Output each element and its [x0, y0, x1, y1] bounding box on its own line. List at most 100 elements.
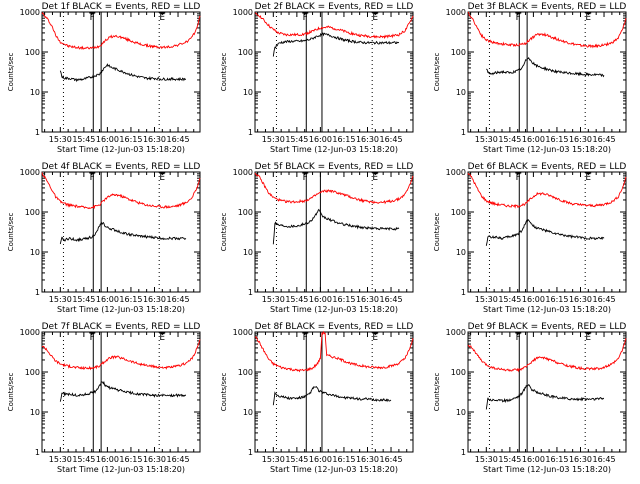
y-axis-label: Counts/sec — [433, 213, 441, 252]
x-tick-label: 16:15 — [332, 295, 355, 304]
x-tick-label: 15:45 — [72, 135, 95, 144]
series-lld-red — [41, 339, 201, 371]
panel-det-3f: Det 3f BLACK = Events, RED = LLD 1 10 100 10… — [433, 2, 627, 154]
marker-f-label: F — [90, 173, 95, 183]
series-lld-red — [467, 172, 627, 209]
marker-f-label: F — [303, 333, 308, 343]
series-lld-red — [41, 172, 201, 210]
x-tick-label: 15:30 — [49, 455, 72, 464]
y-tick-label: 10 — [243, 408, 253, 417]
x-tick-label: 15:30 — [262, 455, 285, 464]
marker-e-label: E — [585, 333, 591, 343]
panel-title: Det 9f BLACK = Events, RED = LLD — [468, 322, 627, 332]
y-tick-label: 1 — [35, 448, 40, 457]
series-lld-red — [467, 338, 627, 373]
x-tick-label: 16:45 — [166, 455, 189, 464]
marker-e-label: E — [372, 173, 378, 183]
x-tick-label: 16:45 — [166, 135, 189, 144]
y-tick-label: 100 — [25, 48, 40, 57]
x-axis-label: Start Time (12-Jun-03 15:18:20) — [483, 305, 611, 314]
marker-f-label: F — [303, 13, 308, 23]
x-tick-label: 16:15 — [332, 135, 355, 144]
x-tick-label: 16:30 — [143, 135, 166, 144]
y-axis-label: Counts/sec — [220, 53, 228, 92]
plot-frame — [467, 11, 627, 133]
plot-frame — [467, 331, 627, 453]
x-tick-label: 16:45 — [379, 295, 402, 304]
series-events-black — [486, 56, 605, 78]
x-tick-label: 16:45 — [166, 295, 189, 304]
series-events-black — [485, 218, 605, 246]
series-lld-red — [467, 11, 627, 49]
panel-title: Det 3f BLACK = Events, RED = LLD — [468, 2, 627, 12]
y-tick-label: 100 — [238, 48, 253, 57]
marker-f-label: F — [516, 333, 521, 343]
marker-e-label: E — [159, 333, 165, 343]
plot-frame — [254, 11, 414, 133]
y-tick-label: 1000 — [233, 328, 253, 337]
plot-frame — [254, 331, 414, 453]
x-tick-label: 16:00 — [309, 295, 332, 304]
x-axis-label: Start Time (12-Jun-03 15:18:20) — [270, 305, 398, 314]
marker-f-label: F — [516, 173, 521, 183]
series-lld-red — [41, 12, 201, 51]
series-lld-red — [254, 330, 414, 373]
y-tick-label: 10 — [456, 248, 466, 257]
marker-f-label: F — [90, 333, 95, 343]
plot-frame — [41, 331, 201, 453]
y-tick-label: 100 — [451, 208, 466, 217]
x-axis-label: Start Time (12-Jun-03 15:18:20) — [270, 145, 398, 154]
series-events-black — [272, 32, 400, 57]
x-tick-label: 16:00 — [96, 455, 119, 464]
y-axis-label: Counts/sec — [433, 373, 441, 412]
x-tick-label: 16:30 — [356, 455, 379, 464]
x-tick-label: 15:30 — [49, 135, 72, 144]
x-tick-label: 16:15 — [119, 455, 142, 464]
marker-e-label: E — [372, 13, 378, 23]
x-axis-label: Start Time (12-Jun-03 15:18:20) — [57, 145, 185, 154]
x-tick-label: 16:30 — [143, 295, 166, 304]
y-tick-label: 1 — [248, 128, 253, 137]
x-axis-label: Start Time (12-Jun-03 15:18:20) — [57, 305, 185, 314]
panel-det-9f: Det 9f BLACK = Events, RED = LLD 1 10 100 10… — [433, 322, 627, 474]
x-tick-label: 15:45 — [498, 295, 521, 304]
x-tick-label: 16:00 — [309, 135, 332, 144]
x-tick-label: 16:30 — [356, 295, 379, 304]
series-events-black — [485, 384, 604, 410]
x-tick-label: 16:30 — [356, 135, 379, 144]
x-tick-label: 16:30 — [569, 455, 592, 464]
y-tick-label: 1 — [248, 448, 253, 457]
marker-f-label: F — [303, 173, 308, 183]
x-tick-label: 15:45 — [498, 455, 521, 464]
x-tick-label: 16:45 — [592, 135, 615, 144]
y-tick-label: 10 — [30, 248, 40, 257]
panel-det-6f: Det 6f BLACK = Events, RED = LLD 1 10 100 10… — [433, 162, 627, 314]
series-events-black — [272, 208, 400, 245]
y-tick-label: 10 — [30, 88, 40, 97]
y-tick-label: 1 — [248, 288, 253, 297]
x-tick-label: 15:30 — [262, 295, 285, 304]
x-tick-label: 16:15 — [545, 455, 568, 464]
y-axis-label: Counts/sec — [220, 213, 228, 252]
marker-e-label: E — [585, 173, 591, 183]
x-tick-label: 16:30 — [569, 135, 592, 144]
y-tick-label: 1 — [461, 128, 466, 137]
y-tick-label: 100 — [25, 208, 40, 217]
x-tick-label: 16:15 — [545, 135, 568, 144]
x-tick-label: 16:45 — [379, 455, 402, 464]
y-axis-label: Counts/sec — [7, 373, 15, 412]
x-tick-label: 15:45 — [72, 455, 95, 464]
x-tick-label: 15:30 — [475, 455, 498, 464]
x-tick-label: 16:30 — [143, 455, 166, 464]
x-axis-label: Start Time (12-Jun-03 15:18:20) — [270, 465, 398, 474]
y-tick-label: 1 — [461, 448, 466, 457]
panel-title: Det 4f BLACK = Events, RED = LLD — [42, 162, 201, 172]
y-tick-label: 10 — [30, 408, 40, 417]
y-tick-label: 100 — [451, 48, 466, 57]
x-tick-label: 16:15 — [332, 455, 355, 464]
y-tick-label: 10 — [243, 88, 253, 97]
y-tick-label: 10 — [243, 248, 253, 257]
panel-title: Det 5f BLACK = Events, RED = LLD — [255, 162, 414, 172]
panel-det-7f: Det 7f BLACK = Events, RED = LLD 1 10 100 10… — [7, 322, 201, 474]
x-tick-label: 16:00 — [96, 135, 119, 144]
